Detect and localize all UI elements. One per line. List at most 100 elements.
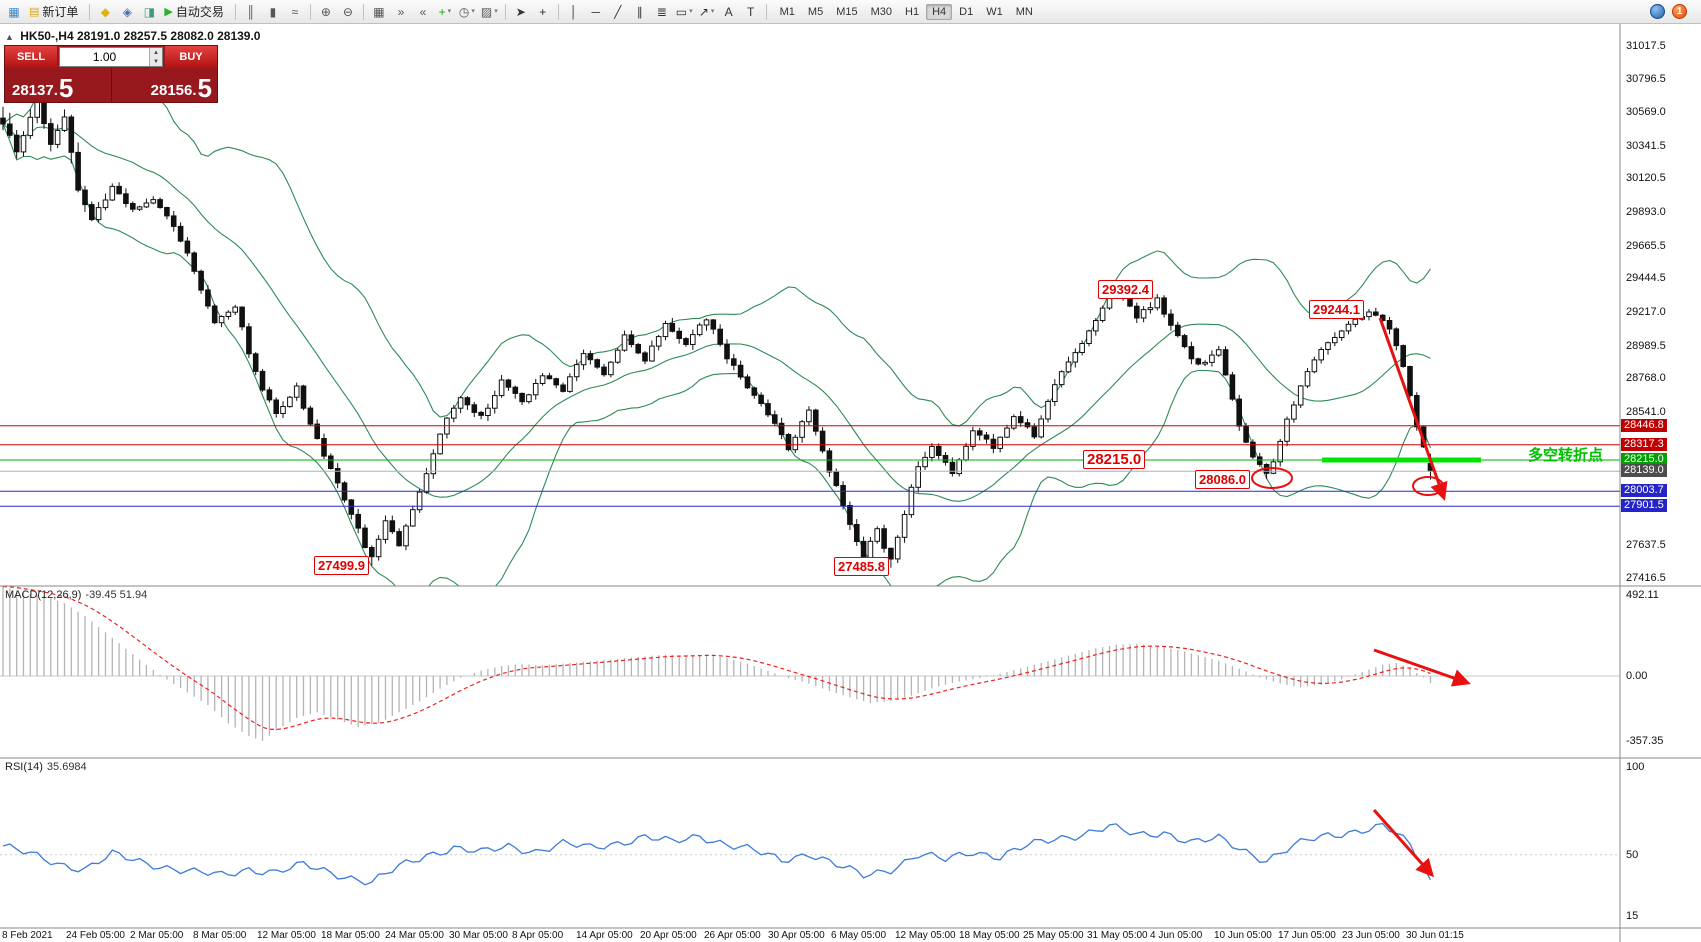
timeframe-m30[interactable]: M30 (870, 5, 892, 18)
bar-chart-icon[interactable]: ║ (246, 4, 256, 19)
new-order-button[interactable]: ▤ 新订单 (26, 2, 84, 21)
price-axis-tick: 27416.5 (1626, 572, 1666, 584)
price-axis-tag: 28215.0 (1621, 453, 1667, 466)
chart-ohlc-info: ▲ HK50-,H4 28191.0 28257.5 28082.0 28139… (5, 29, 260, 43)
toolbar-separator (234, 3, 236, 20)
crosshair-icon[interactable]: + (539, 4, 547, 19)
zoom-out-icon[interactable]: ⊖ (342, 4, 353, 19)
trendline-icon[interactable]: ╱ (614, 4, 622, 19)
market-watch-icon[interactable]: ◆ (100, 4, 111, 19)
timeframe-h1[interactable]: H1 (905, 5, 920, 18)
highlight-ellipse[interactable] (1251, 467, 1293, 489)
trend-arrow[interactable] (1378, 317, 1448, 501)
price-axis-tag: 28317.3 (1621, 438, 1667, 451)
volume-box: ▲ ▼ (59, 47, 163, 67)
rsi-axis-label: 15 (1626, 910, 1639, 922)
periods-icon-caret[interactable]: ▾ (471, 8, 475, 15)
terminal-icon[interactable]: ◨ (143, 4, 156, 19)
time-axis-label: 8 Feb 2021 (2, 930, 53, 941)
time-axis-label: 6 May 05:00 (831, 930, 887, 941)
timeframe-h4[interactable]: H4 (926, 3, 953, 20)
price-callout[interactable]: 28086.0 (1195, 470, 1250, 489)
indicators-icon-caret[interactable]: ▾ (447, 8, 452, 15)
buy-price-pip: 5 (197, 73, 212, 103)
volume-input[interactable] (60, 48, 149, 66)
sell-button[interactable]: SELL (5, 46, 57, 68)
community-icon[interactable] (1650, 4, 1665, 19)
templates-icon[interactable]: ▨ ▾ (480, 4, 498, 19)
time-axis-label: 24 Mar 05:00 (385, 930, 444, 941)
buy-button[interactable]: BUY (165, 46, 217, 68)
price-callout[interactable]: 28215.0 (1083, 450, 1146, 469)
shapes-icon-caret[interactable]: ▾ (689, 8, 693, 15)
autotrade-button[interactable]: ▶ 自动交易 (161, 2, 229, 21)
chart-window-icon[interactable]: ▦ (8, 4, 20, 19)
trend-arrow[interactable] (1373, 648, 1471, 687)
time-axis-label: 18 Mar 05:00 (321, 930, 380, 941)
shapes-icon[interactable]: ▭ ▾ (675, 4, 693, 19)
candles-layer (0, 90, 1434, 568)
highlight-ellipse[interactable] (1412, 476, 1444, 496)
drawing-annotations[interactable] (1251, 317, 1481, 878)
time-axis-label: 20 Apr 05:00 (640, 930, 697, 941)
autotrade-button-label: 自动交易 (175, 5, 224, 19)
zoom-in-icon[interactable]: ⊕ (320, 4, 331, 19)
equidistant-channel-icon[interactable]: ∥ (636, 4, 643, 19)
ohlc-values: 28191.0 28257.5 28082.0 28139.0 (76, 29, 261, 43)
periods-icon[interactable]: ◷ ▾ (458, 4, 475, 19)
auto-scroll-icon[interactable]: » (397, 4, 405, 19)
macd-values: -39.45 51.94 (85, 589, 148, 601)
fibonacci-icon[interactable]: ≣ (656, 4, 667, 19)
chart-shift-icon[interactable]: « (419, 4, 427, 19)
autotrade-button-icon: ▶ (164, 6, 173, 18)
rsi-axis-label: 50 (1626, 849, 1639, 861)
navigator-icon[interactable]: ◈ (122, 4, 133, 19)
timeframe-w1[interactable]: W1 (986, 5, 1003, 18)
price-axis-tick: 29444.5 (1626, 272, 1666, 284)
timeframe-d1[interactable]: D1 (959, 5, 974, 18)
rsi-value: 35.6984 (46, 761, 87, 773)
time-axis-label: 23 Jun 05:00 (1342, 930, 1400, 941)
price-callout[interactable]: 27499.9 (314, 556, 369, 575)
notifications-badge[interactable]: 1 (1672, 4, 1687, 19)
sell-price: 28137. 5 (5, 68, 111, 102)
toolbar-right: 1 (1650, 4, 1697, 19)
indicators-icon[interactable]: + ▾ (438, 4, 452, 19)
volume-spinner: ▲ ▼ (149, 48, 162, 66)
turning-point-note[interactable]: 多空转折点 (1528, 447, 1604, 464)
candlestick-chart-icon[interactable]: ▮ (269, 4, 277, 19)
cursor-icon[interactable]: ➤ (515, 4, 526, 19)
timeframe-mn[interactable]: MN (1015, 5, 1033, 18)
volume-down-icon[interactable]: ▼ (150, 57, 162, 66)
timeframe-m15[interactable]: M15 (836, 5, 858, 18)
one-click-collapse-icon[interactable]: ▲ (5, 32, 14, 42)
price-callout[interactable]: 29392.4 (1098, 280, 1153, 299)
trend-arrow[interactable] (1372, 809, 1434, 878)
price-axis-tick: 29893.0 (1626, 206, 1666, 218)
timeframe-m5[interactable]: M5 (807, 5, 824, 18)
buy-price: 28156. 5 (110, 68, 218, 103)
line-chart-icon[interactable]: ≈ (291, 4, 299, 19)
horizontal-line-icon[interactable]: ─ (591, 4, 601, 19)
price-axis-tick: 30341.5 (1626, 140, 1666, 152)
price-axis-tick: 28541.0 (1626, 406, 1666, 418)
arrows-icon[interactable]: ↗ ▾ (698, 4, 715, 19)
volume-up-icon[interactable]: ▲ (150, 48, 162, 57)
toolbar-separator (765, 3, 767, 20)
macd-indicator-label: MACD(12,26,9) -39.45 51.94 (5, 589, 147, 601)
text-icon[interactable]: A (724, 4, 733, 19)
vertical-line-icon[interactable]: │ (570, 4, 578, 19)
timeframe-m1[interactable]: M1 (779, 5, 795, 18)
tile-windows-icon[interactable]: ▦ (373, 4, 385, 19)
price-callout[interactable]: 27485.8 (834, 557, 889, 576)
pane-separators (0, 24, 1701, 942)
time-axis-label: 30 Apr 05:00 (768, 930, 825, 941)
price-callout[interactable]: 29244.1 (1309, 300, 1364, 319)
text-label-icon[interactable]: T (746, 4, 755, 19)
time-axis-label: 17 Jun 05:00 (1278, 930, 1336, 941)
arrows-icon-caret[interactable]: ▾ (710, 8, 715, 15)
templates-icon-caret[interactable]: ▾ (494, 8, 498, 15)
time-axis-label: 24 Feb 05:00 (66, 930, 125, 941)
